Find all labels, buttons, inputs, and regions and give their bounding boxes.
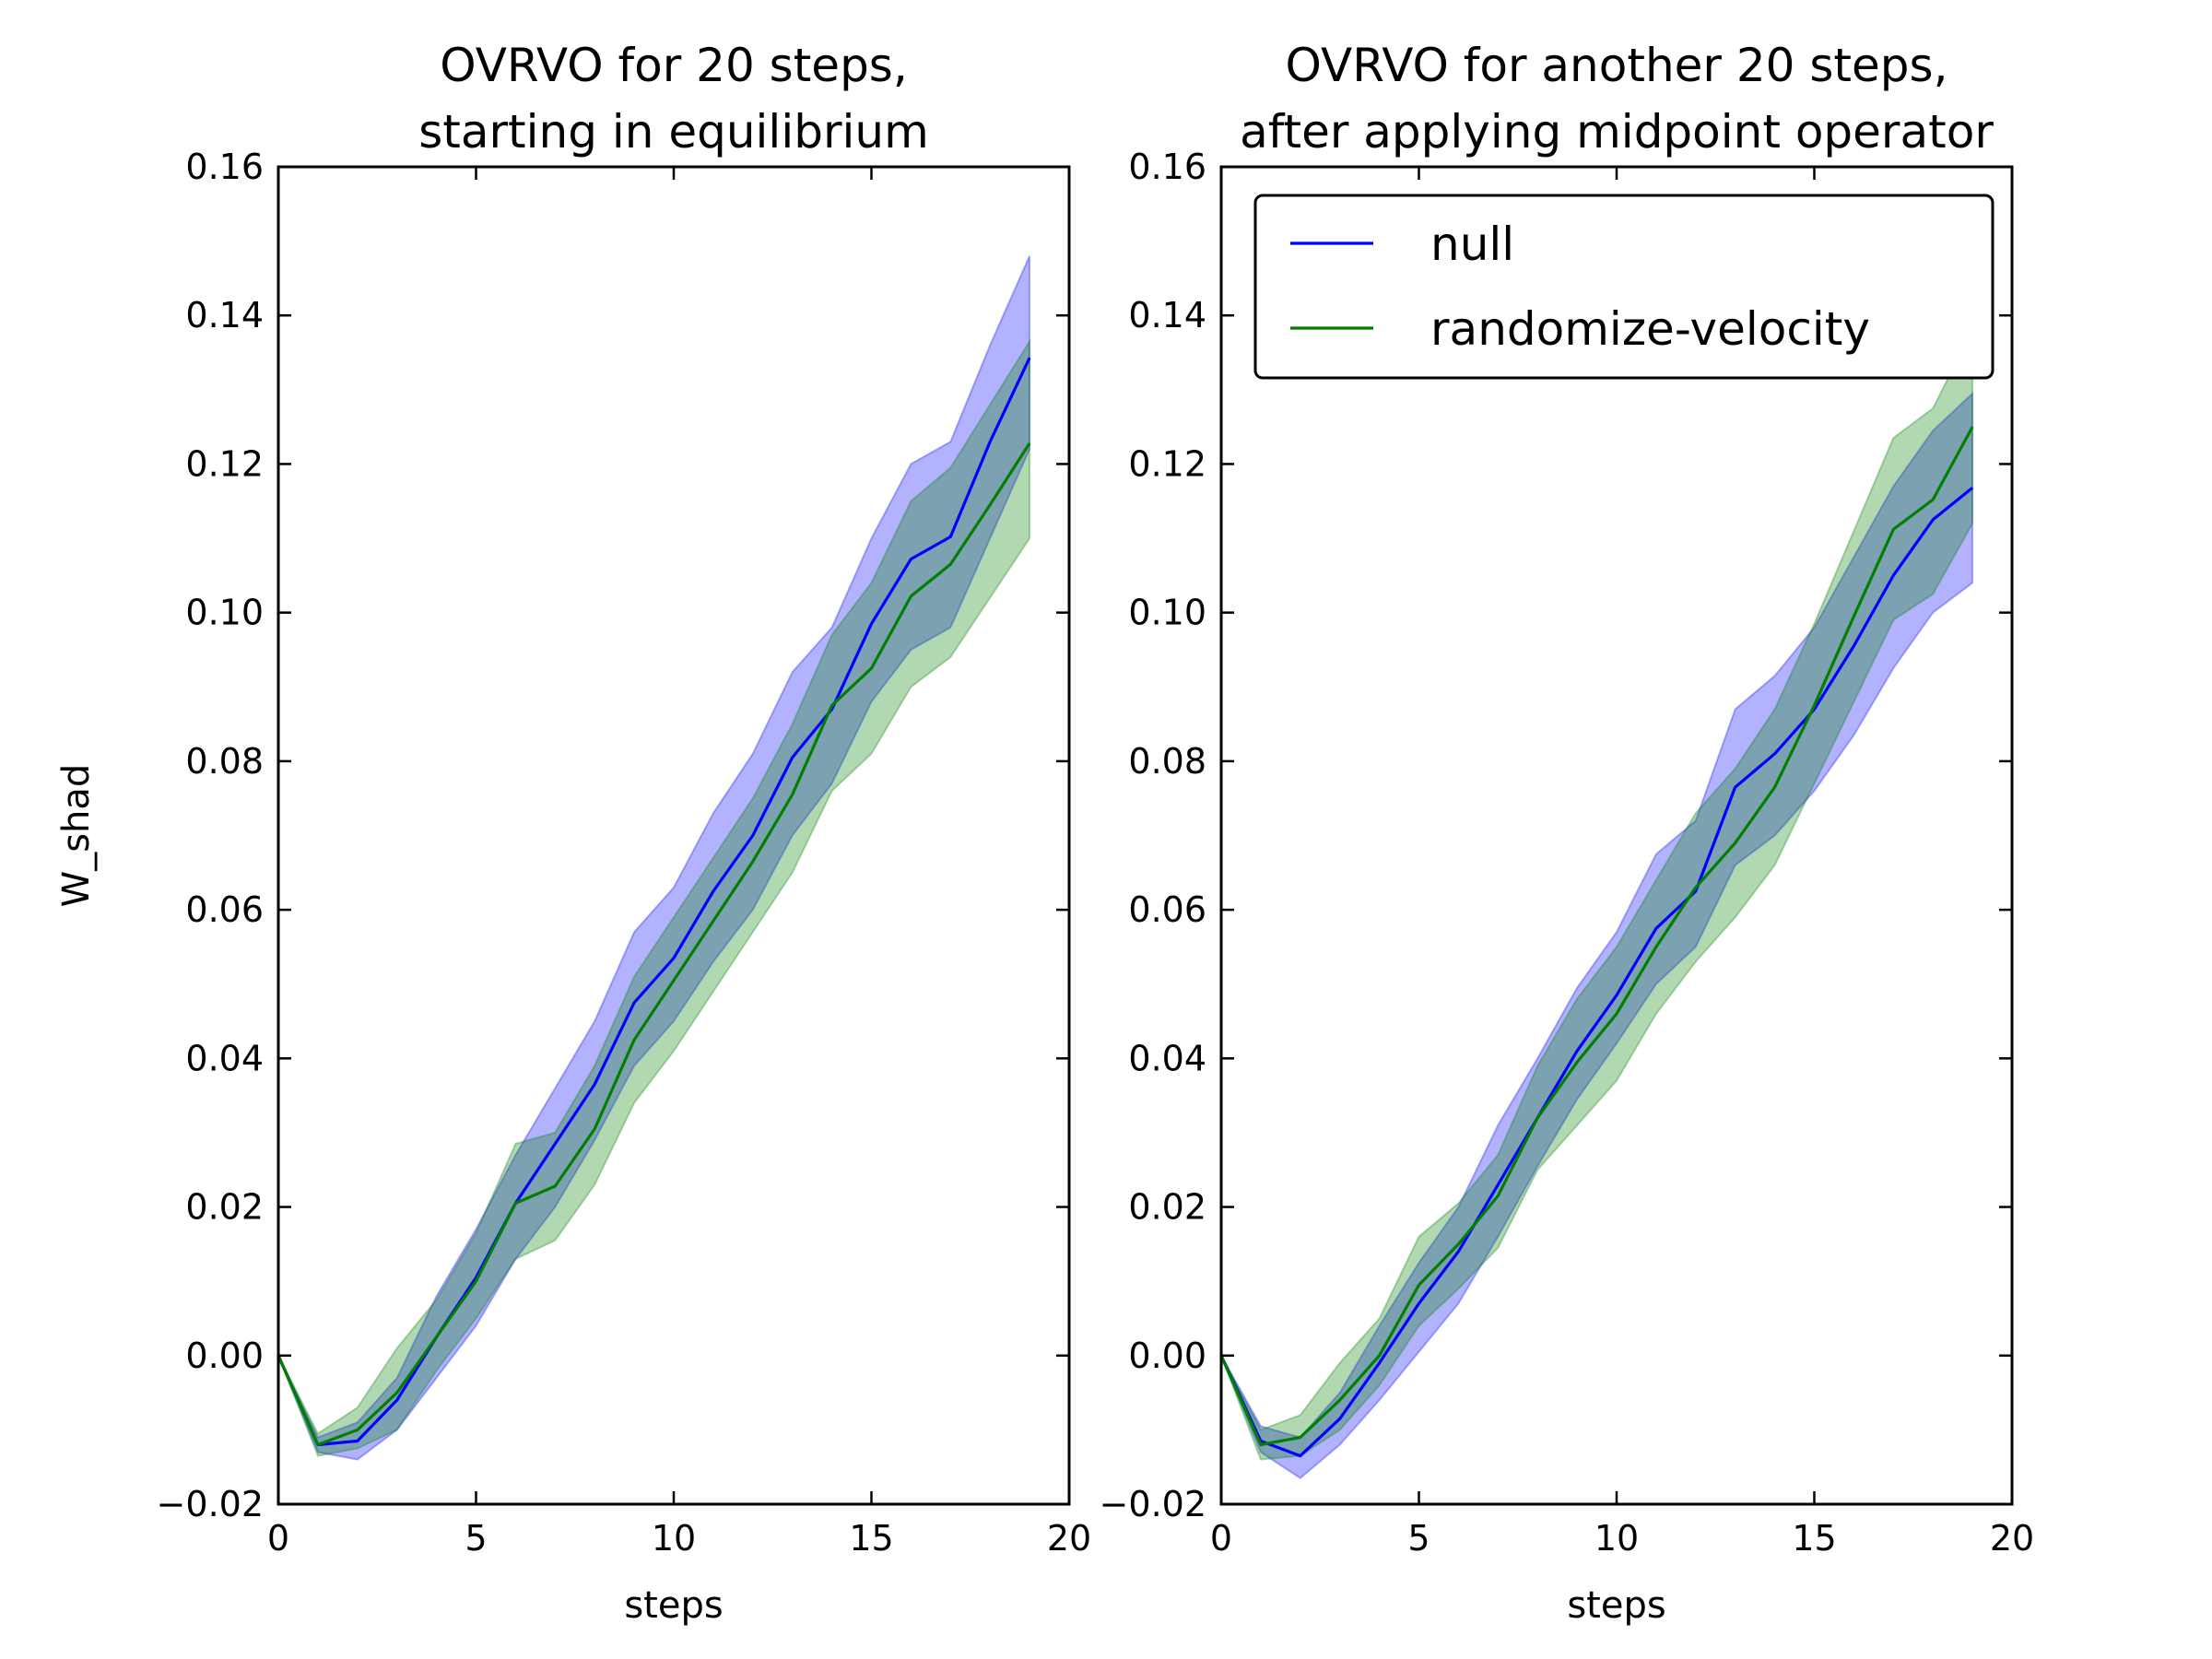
y-tick-label: 0.16	[185, 147, 264, 187]
y-tick-label: −0.02	[157, 1484, 264, 1524]
x-tick-label: 5	[465, 1518, 487, 1559]
y-tick-label: 0.14	[1128, 295, 1206, 335]
y-tick-label: 0.10	[1128, 593, 1206, 633]
x-tick-label: 10	[652, 1518, 696, 1559]
x-tick-label: 5	[1407, 1518, 1430, 1559]
y-tick-label: 0.00	[1128, 1335, 1206, 1376]
legend-label-null: null	[1430, 218, 1514, 271]
series-line-null	[276, 357, 1031, 1447]
x-axis-label: steps	[624, 1584, 723, 1627]
y-tick-label: −0.02	[1100, 1484, 1206, 1524]
chart-title-line: OVRVO for 20 steps,	[440, 39, 908, 92]
legend-label-randomize-velocity: randomize-velocity	[1430, 302, 1870, 356]
series-line-randomize-velocity	[276, 442, 1031, 1447]
y-tick-label: 0.10	[185, 593, 264, 633]
chart-title-line: after applying midpoint operator	[1240, 105, 1994, 159]
x-tick-label: 0	[267, 1518, 289, 1559]
y-tick-label: 0.12	[1128, 443, 1206, 484]
y-tick-label: 0.08	[1128, 741, 1206, 782]
band-null	[277, 255, 1031, 1461]
y-tick-label: 0.04	[185, 1038, 264, 1078]
x-tick-label: 15	[849, 1518, 893, 1559]
y-tick-label: 0.12	[185, 443, 264, 484]
x-tick-label: 15	[1792, 1518, 1836, 1559]
x-tick-label: 10	[1594, 1518, 1639, 1559]
y-tick-label: 0.16	[1128, 147, 1206, 187]
y-tick-label: 0.14	[185, 295, 264, 335]
x-axis-label: steps	[1567, 1584, 1665, 1627]
y-tick-label: 0.06	[185, 889, 264, 930]
y-tick-label: 0.06	[1128, 889, 1206, 930]
x-tick-label: 20	[1990, 1518, 2034, 1559]
band-randomize-velocity	[277, 337, 1031, 1457]
x-tick-label: 0	[1210, 1518, 1232, 1559]
y-tick-label: 0.00	[185, 1335, 264, 1376]
y-tick-label: 0.04	[1128, 1038, 1206, 1078]
legend-box	[1253, 194, 1994, 380]
y-axis-label: W_shad	[55, 764, 98, 908]
left-panel: −0.02 0.00 0.02 0.04 0.06 0.08 0.10 0.12 0.14 0.1…	[55, 39, 1091, 1627]
y-tick-label: 0.02	[1128, 1187, 1206, 1228]
series-line-null	[1219, 486, 1974, 1458]
y-tick-label: 0.08	[185, 741, 264, 782]
right-panel: −0.02 0.00 0.02 0.04 0.06 0.08 0.10 0.12 0.14 0.1…	[1100, 39, 2035, 1627]
chart-title-line: OVRVO for another 20 steps,	[1286, 39, 1948, 92]
x-tick-label: 20	[1047, 1518, 1091, 1559]
y-tick-label: 0.02	[185, 1187, 264, 1228]
chart-title-line: starting in equilibrium	[418, 105, 929, 159]
series-line-randomize-velocity	[1219, 426, 1974, 1447]
